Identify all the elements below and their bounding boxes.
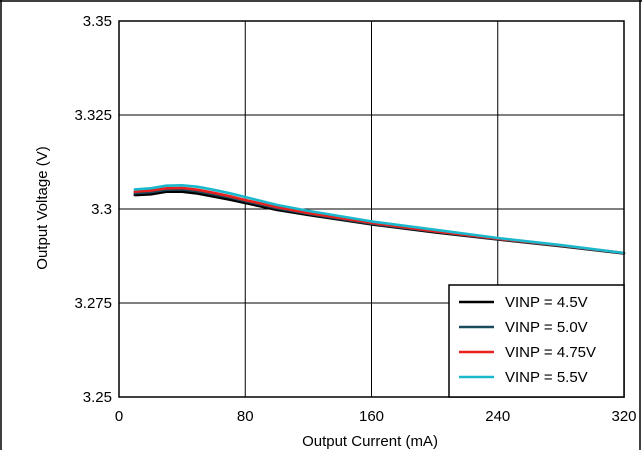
legend-label: VINP = 4.75V <box>505 344 596 361</box>
plot-area-border <box>118 20 625 398</box>
x-tick-label: 320 <box>611 408 636 425</box>
grid-lines <box>119 21 624 397</box>
y-tick-label: 3.35 <box>83 13 112 30</box>
y-axis-ticks: 3.25 3.275 3.3 3.325 3.35 <box>74 13 112 406</box>
legend-label: VINP = 4.5V <box>505 294 588 311</box>
y-tick-label: 3.3 <box>91 201 112 218</box>
y-tick-label: 3.275 <box>74 295 112 312</box>
legend-label: VINP = 5.0V <box>505 319 588 336</box>
y-tick-label: 3.325 <box>74 107 112 124</box>
x-axis-ticks: 0 80 160 240 320 <box>115 408 637 425</box>
y-tick-label: 3.25 <box>83 389 112 406</box>
x-tick-label: 240 <box>485 408 510 425</box>
y-axis-label: Output Voltage (V) <box>34 146 51 269</box>
legend-box <box>448 284 625 398</box>
series-line <box>133 184 626 255</box>
x-tick-label: 80 <box>237 408 254 425</box>
legend: VINP = 4.5V VINP = 5.0V VINP = 4.75V VINP =… <box>448 284 625 398</box>
x-tick-label: 0 <box>115 408 123 425</box>
plot-series <box>133 184 626 255</box>
x-tick-label: 160 <box>359 408 384 425</box>
x-axis-label: Output Current (mA) <box>302 433 438 450</box>
legend-label: VINP = 5.5V <box>505 369 588 386</box>
